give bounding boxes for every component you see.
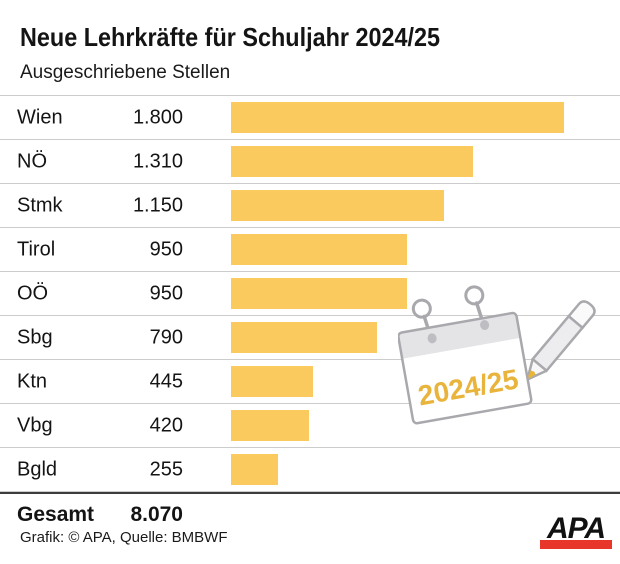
state-value: 255	[149, 458, 183, 480]
state-label: Bgld	[17, 458, 58, 480]
bar	[231, 234, 407, 265]
bar	[231, 102, 564, 133]
table-row: NÖ 1.310	[0, 140, 620, 184]
table-row: Tirol 950	[0, 228, 620, 272]
state-label: Tirol	[17, 238, 56, 260]
bar-area	[231, 454, 564, 485]
state-value: 1.800	[132, 106, 183, 128]
source-credit: Grafik: © APA, Quelle: BMBWF	[20, 529, 228, 546]
bar-area	[231, 366, 564, 397]
table-row: Sbg 790	[0, 316, 620, 360]
bar-chart: Wien 1.800 NÖ 1.310 Stmk 1.150 Tirol 950 OÖ 950 Sb…	[0, 95, 620, 535]
bar-area	[231, 278, 564, 309]
bar-area	[231, 234, 564, 265]
state-value: 950	[149, 282, 183, 304]
state-label: NÖ	[17, 150, 47, 172]
bar-area	[231, 102, 564, 133]
table-row: Wien 1.800	[0, 95, 620, 140]
total-row: Gesamt 8.070	[0, 492, 620, 535]
total-value: 8.070	[130, 502, 183, 526]
state-label: OÖ	[17, 282, 49, 304]
state-label: Wien	[17, 106, 63, 128]
state-label: Ktn	[17, 370, 48, 392]
apa-logo: APA	[540, 514, 612, 549]
bar	[231, 190, 444, 221]
table-row: Stmk 1.150	[0, 184, 620, 228]
bar	[231, 366, 314, 397]
table-row: Vbg 420	[0, 404, 620, 448]
apa-logo-bar	[540, 540, 612, 549]
state-label: Stmk	[17, 194, 63, 216]
state-value: 1.150	[132, 194, 183, 216]
state-value: 1.310	[132, 150, 183, 172]
apa-logo-text: APA	[546, 512, 606, 545]
bar	[231, 410, 309, 441]
chart-subtitle: Ausgeschriebene Stellen	[20, 62, 231, 83]
state-value: 445	[149, 370, 183, 392]
table-row: Ktn 445	[0, 360, 620, 404]
table-row: Bgld 255	[0, 448, 620, 492]
bar-area	[231, 322, 564, 353]
bar	[231, 146, 474, 177]
bar	[231, 454, 279, 485]
bar-area	[231, 190, 564, 221]
state-value: 790	[149, 326, 183, 348]
state-label: Vbg	[17, 414, 53, 436]
state-value: 420	[149, 414, 183, 436]
bar	[231, 322, 378, 353]
state-label: Sbg	[17, 326, 53, 348]
bar-area	[231, 410, 564, 441]
total-label: Gesamt	[17, 502, 95, 526]
chart-title: Neue Lehrkräfte für Schuljahr 2024/25	[20, 22, 441, 52]
bar-area	[231, 146, 564, 177]
state-value: 950	[149, 238, 183, 260]
bar	[231, 278, 407, 309]
table-row: OÖ 950	[0, 272, 620, 316]
